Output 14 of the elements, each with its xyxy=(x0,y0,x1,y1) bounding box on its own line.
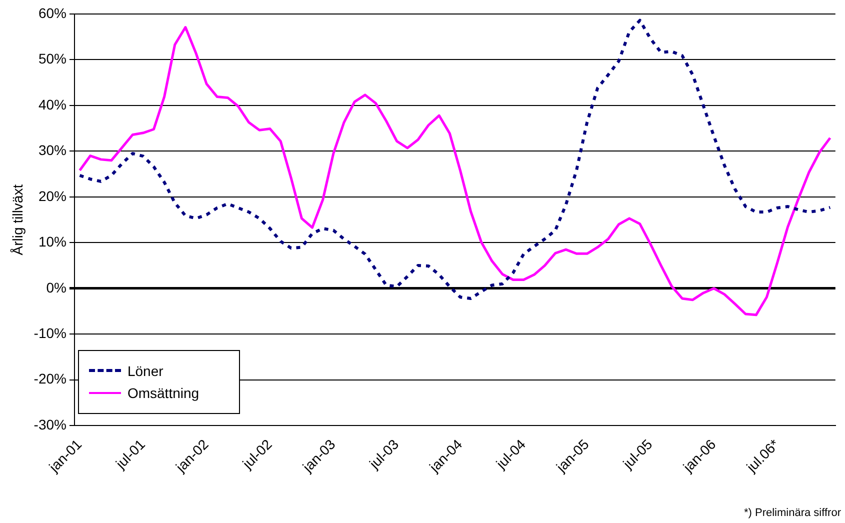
y-tick-label: -30% xyxy=(34,416,66,432)
y-tick-label: -20% xyxy=(34,370,66,387)
y-tick-label: 40% xyxy=(38,96,66,112)
legend-label: Omsättning xyxy=(127,384,200,401)
text: *) Preliminära siffror xyxy=(744,507,841,519)
y-tick-label: 50% xyxy=(38,50,66,67)
legend-label: Löner xyxy=(127,362,164,379)
y-tick-label: -10% xyxy=(34,324,66,341)
y-tick-label: 60% xyxy=(38,4,66,21)
y-axis-title: Årlig tillväxt xyxy=(9,184,26,256)
y-tick-label: 10% xyxy=(38,234,66,250)
y-tick-label: 0% xyxy=(46,279,66,296)
y-tick-label: 20% xyxy=(38,188,66,204)
y-tick-label: 30% xyxy=(38,142,66,158)
